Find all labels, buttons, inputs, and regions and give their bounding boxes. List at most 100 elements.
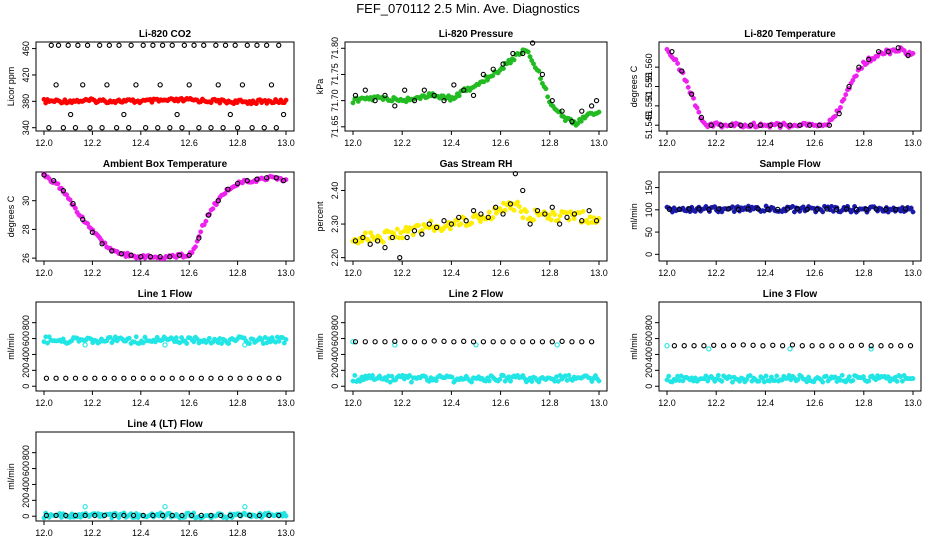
- x-tick-label: 12.0: [35, 268, 53, 278]
- raw-point: [666, 373, 672, 379]
- raw-point: [841, 96, 847, 102]
- x-tick-label: 12.8: [229, 138, 247, 148]
- raw-point: [837, 105, 843, 110]
- data-point: [215, 82, 221, 88]
- raw-point: [173, 335, 179, 341]
- data-point: [402, 87, 408, 93]
- raw-point: [580, 208, 586, 214]
- data-point: [126, 125, 132, 131]
- y-tick-label: 28: [21, 224, 31, 234]
- data-point: [46, 125, 52, 131]
- raw-point: [126, 335, 132, 341]
- data-point: [374, 238, 381, 244]
- raw-point: [820, 379, 826, 385]
- data-point: [858, 342, 864, 348]
- data-point: [113, 125, 120, 131]
- data-point: [745, 206, 751, 212]
- data-point: [121, 111, 127, 118]
- data-point: [276, 42, 282, 48]
- data-point: [159, 42, 166, 48]
- raw-point: [226, 341, 231, 346]
- raw-point: [490, 215, 496, 221]
- series-other: [43, 512, 282, 519]
- data-point: [569, 118, 575, 125]
- data-point: [787, 346, 793, 352]
- data-point: [588, 339, 595, 345]
- y-tick-label: 0: [21, 514, 31, 519]
- data-point: [569, 339, 575, 345]
- data-point: [441, 338, 447, 344]
- data-point: [868, 343, 874, 349]
- data-point: [426, 221, 432, 227]
- raw-point: [596, 378, 602, 384]
- data-point: [140, 42, 146, 48]
- raw-point: [198, 229, 204, 235]
- series-line-ave: [82, 504, 248, 510]
- raw-point: [523, 209, 529, 215]
- data-point: [490, 339, 496, 345]
- data-point: [118, 251, 125, 257]
- data-point: [159, 375, 166, 381]
- raw-point: [55, 181, 61, 187]
- x-tick-label: 12.4: [757, 268, 775, 278]
- raw-point: [352, 372, 358, 378]
- data-point: [757, 122, 764, 128]
- raw-point: [756, 378, 762, 384]
- series-raw: [664, 45, 916, 130]
- data-point: [389, 234, 396, 241]
- y-tick-label: 150: [644, 180, 654, 195]
- data-point: [261, 125, 267, 131]
- data-point: [352, 92, 359, 99]
- data-point: [382, 244, 388, 251]
- data-point: [500, 339, 506, 345]
- data-point: [104, 82, 110, 88]
- raw-point: [525, 49, 531, 55]
- raw-point: [715, 372, 721, 378]
- plot-title: Line 1 Flow: [138, 289, 193, 300]
- y-axis-label: ml/min: [6, 333, 16, 360]
- data-point: [362, 87, 368, 93]
- data-point: [807, 122, 813, 128]
- data-point: [242, 504, 248, 510]
- series-raw: [350, 47, 602, 128]
- data-point: [150, 375, 156, 381]
- data-point: [539, 71, 546, 78]
- data-point: [352, 238, 359, 244]
- data-point: [99, 125, 105, 131]
- data-point: [247, 512, 253, 519]
- raw-point: [408, 379, 414, 385]
- data-point: [222, 42, 229, 48]
- raw-point: [536, 68, 542, 74]
- y-axis-label: Licor ppm: [6, 67, 16, 107]
- raw-point: [283, 513, 289, 519]
- data-point: [441, 97, 447, 104]
- y-tick-label: 71.80: [330, 37, 340, 60]
- x-tick-label: 13.0: [590, 398, 608, 408]
- data-point: [256, 375, 263, 381]
- series-ave: [669, 45, 911, 128]
- data-point: [804, 206, 810, 213]
- data-point: [72, 512, 79, 519]
- series-line-raw: [664, 372, 916, 385]
- data-point: [461, 87, 467, 93]
- data-point: [549, 339, 555, 345]
- x-tick-label: 12.8: [229, 528, 247, 538]
- data-point: [866, 56, 872, 63]
- raw-point: [203, 218, 209, 224]
- x-tick-label: 12.6: [806, 398, 824, 408]
- data-point: [529, 40, 536, 46]
- raw-point: [140, 340, 146, 346]
- raw-point: [800, 204, 806, 210]
- raw-point: [820, 209, 826, 215]
- raw-point: [387, 379, 393, 385]
- data-point: [244, 177, 250, 184]
- data-point: [75, 42, 81, 48]
- data-point: [72, 125, 79, 131]
- data-point: [65, 42, 71, 48]
- plot-p3: Li-820 Temperature 12.0 12.2 12.4 12.6 12.8 13…: [629, 29, 922, 148]
- data-point: [167, 125, 173, 131]
- data-point: [237, 512, 243, 519]
- raw-point: [511, 57, 517, 63]
- data-point: [218, 375, 224, 381]
- plot-title: Line 3 Flow: [763, 289, 818, 300]
